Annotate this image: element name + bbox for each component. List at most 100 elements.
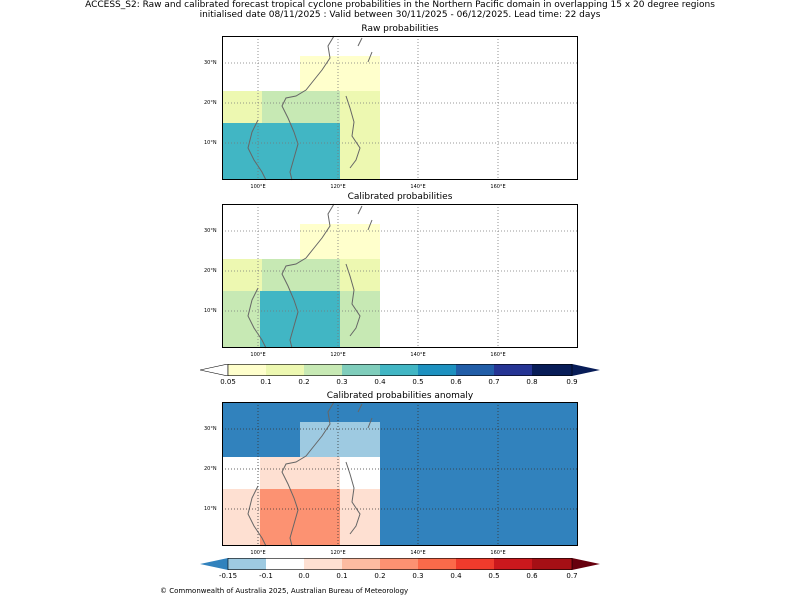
prob-cell-region-a bbox=[222, 91, 262, 123]
panel-title-raw: Raw probabilities bbox=[361, 24, 439, 34]
coastline-japan bbox=[357, 37, 373, 63]
lon-label-140e: 140°E bbox=[410, 550, 426, 556]
anomaly-cell-region-b bbox=[300, 422, 380, 457]
prob-cell-region-b bbox=[300, 56, 380, 91]
figure-title-line1: ACCESS_S2: Raw and calibrated forecast t… bbox=[85, 0, 715, 10]
prob-cell-region-e bbox=[222, 123, 340, 180]
prob-cell-region-c bbox=[262, 259, 340, 291]
colorbar-prob-label: 0.5 bbox=[412, 378, 424, 386]
anomaly-cell-region-d bbox=[340, 457, 380, 489]
colorbar-prob-outline bbox=[227, 364, 573, 376]
colorbar-anom-swatch bbox=[342, 558, 380, 570]
lon-label-160e: 160°E bbox=[490, 550, 506, 556]
lon-label-140e: 140°E bbox=[410, 352, 426, 358]
colorbar-anom-label: 0.2 bbox=[374, 572, 386, 580]
colorbar-prob-label: 0.2 bbox=[298, 378, 310, 386]
colorbar-prob-label: 0.8 bbox=[526, 378, 538, 386]
coastline-mainland bbox=[281, 401, 335, 547]
colorbar-anom-label: -0.1 bbox=[259, 572, 273, 580]
lon-label-120e: 120°E bbox=[330, 352, 346, 358]
prob-cell-region-a bbox=[222, 259, 262, 291]
colorbar-prob-min-arrow bbox=[200, 364, 229, 376]
lat-label-20n: 20°N bbox=[204, 268, 217, 274]
copyright-notice: © Commonwealth of Australia 2025, Austra… bbox=[160, 587, 409, 595]
colorbar-prob-swatch bbox=[456, 364, 494, 376]
colorbar-anom-swatch bbox=[380, 558, 418, 570]
lon-label-120e: 120°E bbox=[330, 184, 346, 190]
colorbar-prob-max-arrow bbox=[572, 364, 600, 376]
map-panel-raw: 30°N 20°N 10°N 100°E 120°E 140°E 160°E bbox=[204, 35, 578, 190]
prob-cell-region-f bbox=[260, 291, 340, 348]
graticule bbox=[222, 204, 578, 348]
colorbar-prob-swatch bbox=[532, 364, 572, 376]
colorbar-prob-label: 0.3 bbox=[336, 378, 348, 386]
colorbar-prob-swatch bbox=[266, 364, 304, 376]
prob-cell-region-g bbox=[340, 291, 380, 348]
colorbar-prob-swatch bbox=[494, 364, 532, 376]
lat-label-30n: 30°N bbox=[204, 426, 217, 432]
lat-label-20n: 20°N bbox=[204, 100, 217, 106]
lat-label-10n: 10°N bbox=[204, 308, 217, 314]
lon-label-100e: 100°E bbox=[250, 184, 266, 190]
colorbar-anom-swatch bbox=[304, 558, 342, 570]
colorbar-anom-swatch bbox=[494, 558, 532, 570]
colorbar-prob-swatch bbox=[228, 364, 266, 376]
colorbar-anom-label: 0.1 bbox=[336, 572, 348, 580]
coastline bbox=[247, 203, 373, 349]
colorbar-anom-label: 0.5 bbox=[488, 572, 500, 580]
coastline-peninsula bbox=[247, 119, 267, 181]
coastline-islands bbox=[345, 263, 361, 337]
colorbar-prob-label: 0.1 bbox=[260, 378, 272, 386]
anomaly-cell-region-e bbox=[260, 489, 340, 546]
colorbar-anomaly: -0.15 -0.1 0.0 0.1 0.2 0.3 0.4 0.5 0.6 0… bbox=[200, 558, 600, 580]
colorbar-anom-label: 0.6 bbox=[526, 572, 538, 580]
coastline-peninsula bbox=[247, 485, 267, 547]
colorbar-anom-label: 0.3 bbox=[412, 572, 424, 580]
colorbar-probabilities: 0.05 0.1 0.2 0.3 0.4 0.5 0.6 0.7 0.8 0.9 bbox=[200, 364, 600, 386]
colorbar-anom-swatch bbox=[418, 558, 456, 570]
coastline-mainland bbox=[281, 203, 335, 349]
colorbar-anom-label: 0.7 bbox=[566, 572, 578, 580]
colorbar-anom-swatch bbox=[228, 558, 266, 570]
anomaly-cell-region-a-top bbox=[222, 457, 260, 489]
coastline-japan bbox=[357, 205, 373, 231]
colorbar-anom-outline bbox=[227, 558, 573, 570]
colorbar-anom-swatch bbox=[266, 558, 304, 570]
map-frame bbox=[222, 204, 578, 348]
coastline bbox=[247, 35, 373, 181]
map-raw-svg bbox=[222, 35, 578, 181]
colorbar-anom-min-arrow bbox=[200, 558, 228, 570]
coastline-islands bbox=[345, 95, 361, 169]
anomaly-cell-region-f bbox=[340, 489, 380, 546]
graticule bbox=[222, 402, 578, 546]
lon-label-100e: 100°E bbox=[250, 550, 266, 556]
lon-label-160e: 160°E bbox=[490, 352, 506, 358]
colorbar-anom-label: 0.4 bbox=[450, 572, 462, 580]
colorbar-anom-swatch bbox=[456, 558, 494, 570]
map-calibrated-svg bbox=[222, 203, 578, 349]
colorbar-prob-swatch bbox=[304, 364, 342, 376]
map-frame bbox=[222, 36, 578, 180]
colorbar-anom-label: 0.0 bbox=[298, 572, 310, 580]
map-panel-calibrated: 30°N 20°N 10°N 100°E 120°E 140°E 160°E bbox=[204, 203, 578, 358]
colorbar-prob-swatch bbox=[380, 364, 418, 376]
colorbar-prob-label: 0.05 bbox=[220, 378, 236, 386]
map-anomaly-svg bbox=[222, 401, 578, 547]
lon-label-100e: 100°E bbox=[250, 352, 266, 358]
lat-label-10n: 10°N bbox=[204, 506, 217, 512]
prob-cell-region-d bbox=[340, 91, 380, 180]
figure-title-line2: initialised date 08/11/2025 : Valid betw… bbox=[199, 10, 601, 20]
prob-cell-region-d bbox=[340, 259, 380, 291]
colorbar-prob-swatch bbox=[342, 364, 380, 376]
lat-label-10n: 10°N bbox=[204, 140, 217, 146]
lat-label-20n: 20°N bbox=[204, 466, 217, 472]
lat-label-30n: 30°N bbox=[204, 228, 217, 234]
panel-title-calibrated: Calibrated probabilities bbox=[347, 192, 453, 202]
prob-cell-region-b bbox=[300, 224, 380, 259]
colorbar-prob-label: 0.4 bbox=[374, 378, 386, 386]
colorbar-anom-swatch bbox=[532, 558, 572, 570]
colorbar-prob-label: 0.9 bbox=[566, 378, 578, 386]
prob-cell-region-e bbox=[222, 291, 260, 348]
prob-cell-region-c bbox=[262, 91, 340, 123]
graticule bbox=[222, 36, 578, 180]
